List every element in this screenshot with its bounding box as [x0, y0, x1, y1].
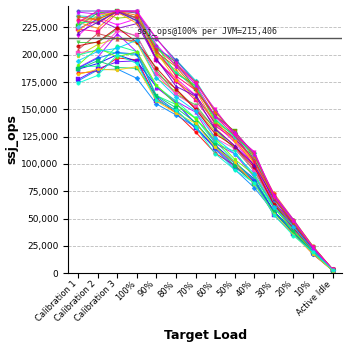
X-axis label: Target Load: Target Load: [164, 330, 247, 342]
Y-axis label: ssj_ops: ssj_ops: [6, 114, 18, 164]
Text: ssj_ops@100% per JVM=215,406: ssj_ops@100% per JVM=215,406: [137, 27, 277, 36]
